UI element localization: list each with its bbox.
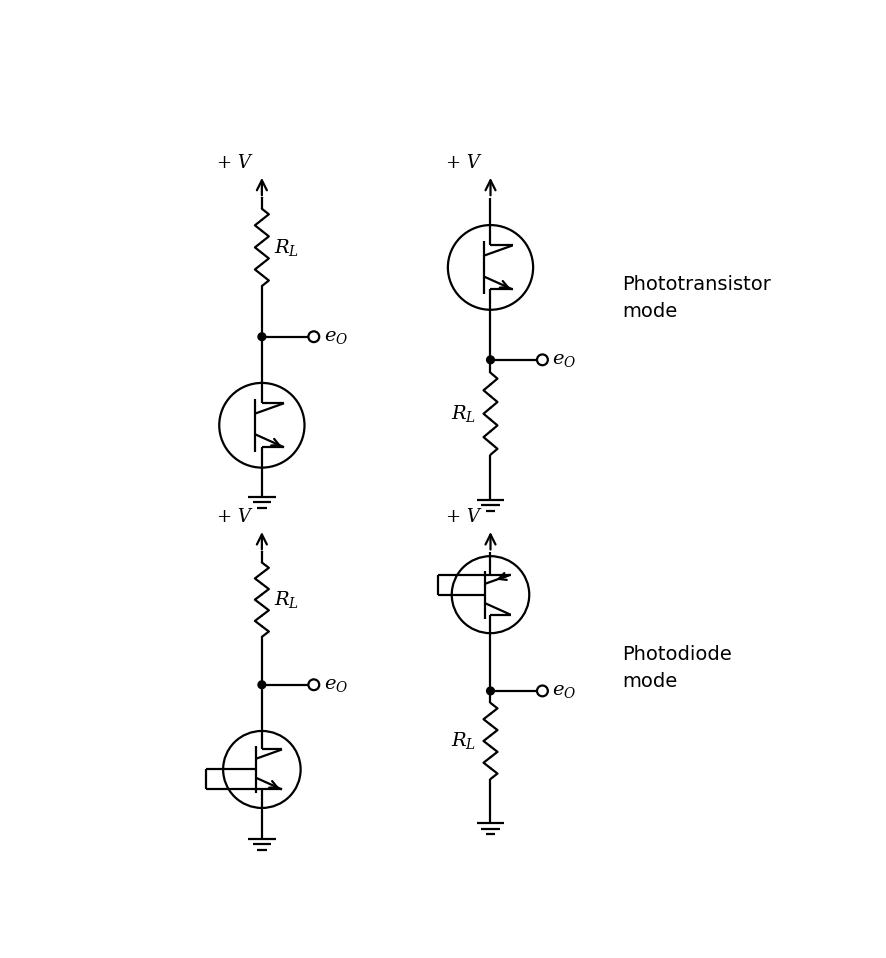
Text: $e_O$: $e_O$ <box>553 351 577 369</box>
Circle shape <box>486 356 494 364</box>
Text: + V: + V <box>217 154 251 171</box>
Text: $e_O$: $e_O$ <box>324 675 348 694</box>
Circle shape <box>486 687 494 695</box>
Text: $R_L$: $R_L$ <box>275 237 299 258</box>
Text: Phototransistor
mode: Phototransistor mode <box>622 276 771 321</box>
Circle shape <box>258 681 266 689</box>
Text: Photodiode
mode: Photodiode mode <box>622 645 732 691</box>
Text: + V: + V <box>446 508 479 526</box>
Text: $R_L$: $R_L$ <box>451 730 477 751</box>
Text: $e_O$: $e_O$ <box>553 682 577 700</box>
Circle shape <box>258 332 266 341</box>
Text: + V: + V <box>446 154 479 171</box>
Text: $R_L$: $R_L$ <box>275 589 299 610</box>
Text: + V: + V <box>217 508 251 526</box>
Text: $R_L$: $R_L$ <box>451 403 477 424</box>
Text: $e_O$: $e_O$ <box>324 328 348 346</box>
